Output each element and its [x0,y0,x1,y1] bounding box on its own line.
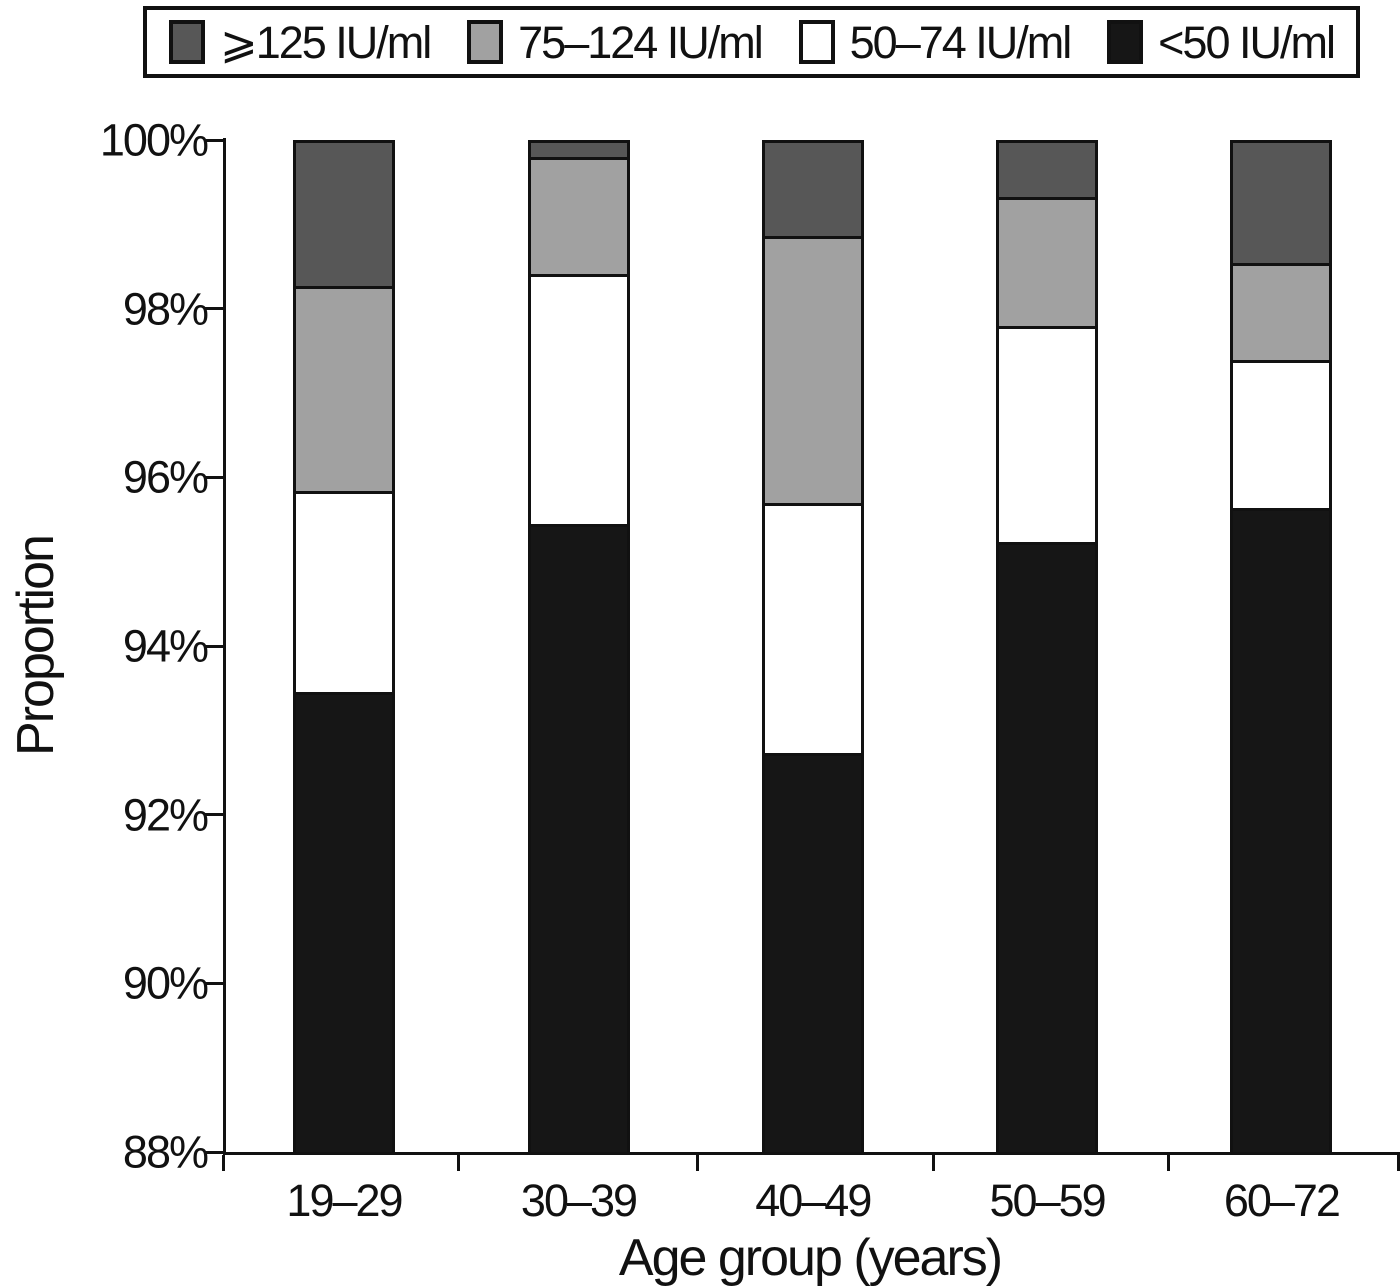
segment-boundary-line [1233,263,1330,267]
legend-swatch-icon [1107,20,1144,64]
segment-boundary-line [1233,360,1330,364]
segment-75–124 IU/ml [530,158,627,275]
x-tick-mark [931,1155,935,1171]
y-tick-mark [204,1150,224,1154]
segment-⩾125 IU/ml [530,143,627,159]
segment-boundary-line [296,491,392,495]
segment-boundary-line [999,541,1096,545]
x-category-label: 60–72 [1223,1175,1341,1226]
segment-<50 IU/ml [999,543,1096,1152]
legend-swatch-icon [169,20,205,64]
segment-<50 IU/ml [764,754,861,1152]
segment-boundary-line [530,156,627,160]
y-tick-mark [204,307,224,311]
segment-50–74 IU/ml [296,492,392,694]
x-category-label: 40–49 [755,1175,872,1226]
y-tick-mark [204,475,224,479]
segment-⩾125 IU/ml [296,143,392,288]
segment-50–74 IU/ml [764,504,861,755]
x-tick-mark [1397,1155,1400,1171]
x-category-label: 30–39 [520,1175,638,1226]
x-category-label: 19–29 [286,1175,403,1226]
y-tick-label: 96% [122,451,209,503]
segment-75–124 IU/ml [764,237,861,505]
y-tick-mark [204,981,224,985]
legend-item: <50 IU/ml [1107,16,1336,68]
bar-40–49 [761,140,864,1155]
segment-boundary-line [296,286,392,290]
y-tick-label: 100% [99,114,209,166]
segment-boundary-line [296,692,392,696]
legend-item: ⩾125 IU/ml [169,16,432,68]
segment-<50 IU/ml [296,693,392,1152]
legend-label: <50 IU/ml [1158,16,1336,68]
segment-⩾125 IU/ml [1233,143,1330,265]
legend-swatch-icon [467,20,504,64]
x-tick-mark [221,1155,225,1171]
legend-item: 50–74 IU/ml [798,16,1073,68]
legend-swatch-icon [798,20,835,64]
segment-50–74 IU/ml [530,275,627,526]
x-axis-title: Age group (years) [618,1229,1003,1287]
segment-75–124 IU/ml [1233,264,1330,362]
bar-50–59 [996,140,1099,1155]
segment-⩾125 IU/ml [999,143,1096,199]
segment-75–124 IU/ml [296,287,392,493]
y-tick-label: 90% [122,957,209,1009]
legend: ⩾125 IU/ml 75–124 IU/ml 50–74 IU/ml <50 IU/… [143,6,1360,78]
y-tick-mark [204,138,224,142]
segment-boundary-line [764,235,861,239]
x-tick-mark [1166,1155,1170,1171]
segment-50–74 IU/ml [1233,361,1330,510]
legend-item: 75–124 IU/ml [467,16,764,68]
segment-boundary-line [999,326,1096,330]
legend-label: 75–124 IU/ml [518,16,764,68]
segment-boundary-line [764,503,861,507]
bar-30–39 [527,140,630,1155]
x-tick-mark [696,1155,700,1171]
segment-⩾125 IU/ml [764,143,861,238]
segment-<50 IU/ml [1233,509,1330,1152]
y-tick-mark [204,644,224,648]
segment-<50 IU/ml [530,525,627,1152]
segment-50–74 IU/ml [999,327,1096,544]
segment-boundary-line [530,524,627,528]
y-tick-label: 92% [122,789,209,841]
segment-boundary-line [530,273,627,277]
segment-boundary-line [764,752,861,756]
y-axis-line [223,138,226,1155]
legend-label: 50–74 IU/ml [849,16,1073,68]
y-tick-label: 88% [122,1126,209,1178]
y-tick-label: 94% [122,620,209,672]
legend-label: ⩾125 IU/ml [220,16,432,68]
x-category-label: 50–59 [989,1175,1107,1226]
y-tick-mark [204,813,224,817]
bar-60–72 [1230,140,1333,1155]
bar-19–29 [293,140,395,1155]
x-tick-mark [457,1155,460,1171]
y-tick-label: 98% [122,283,209,335]
segment-boundary-line [999,196,1096,200]
segment-boundary-line [1233,508,1330,512]
segment-75–124 IU/ml [999,198,1096,328]
